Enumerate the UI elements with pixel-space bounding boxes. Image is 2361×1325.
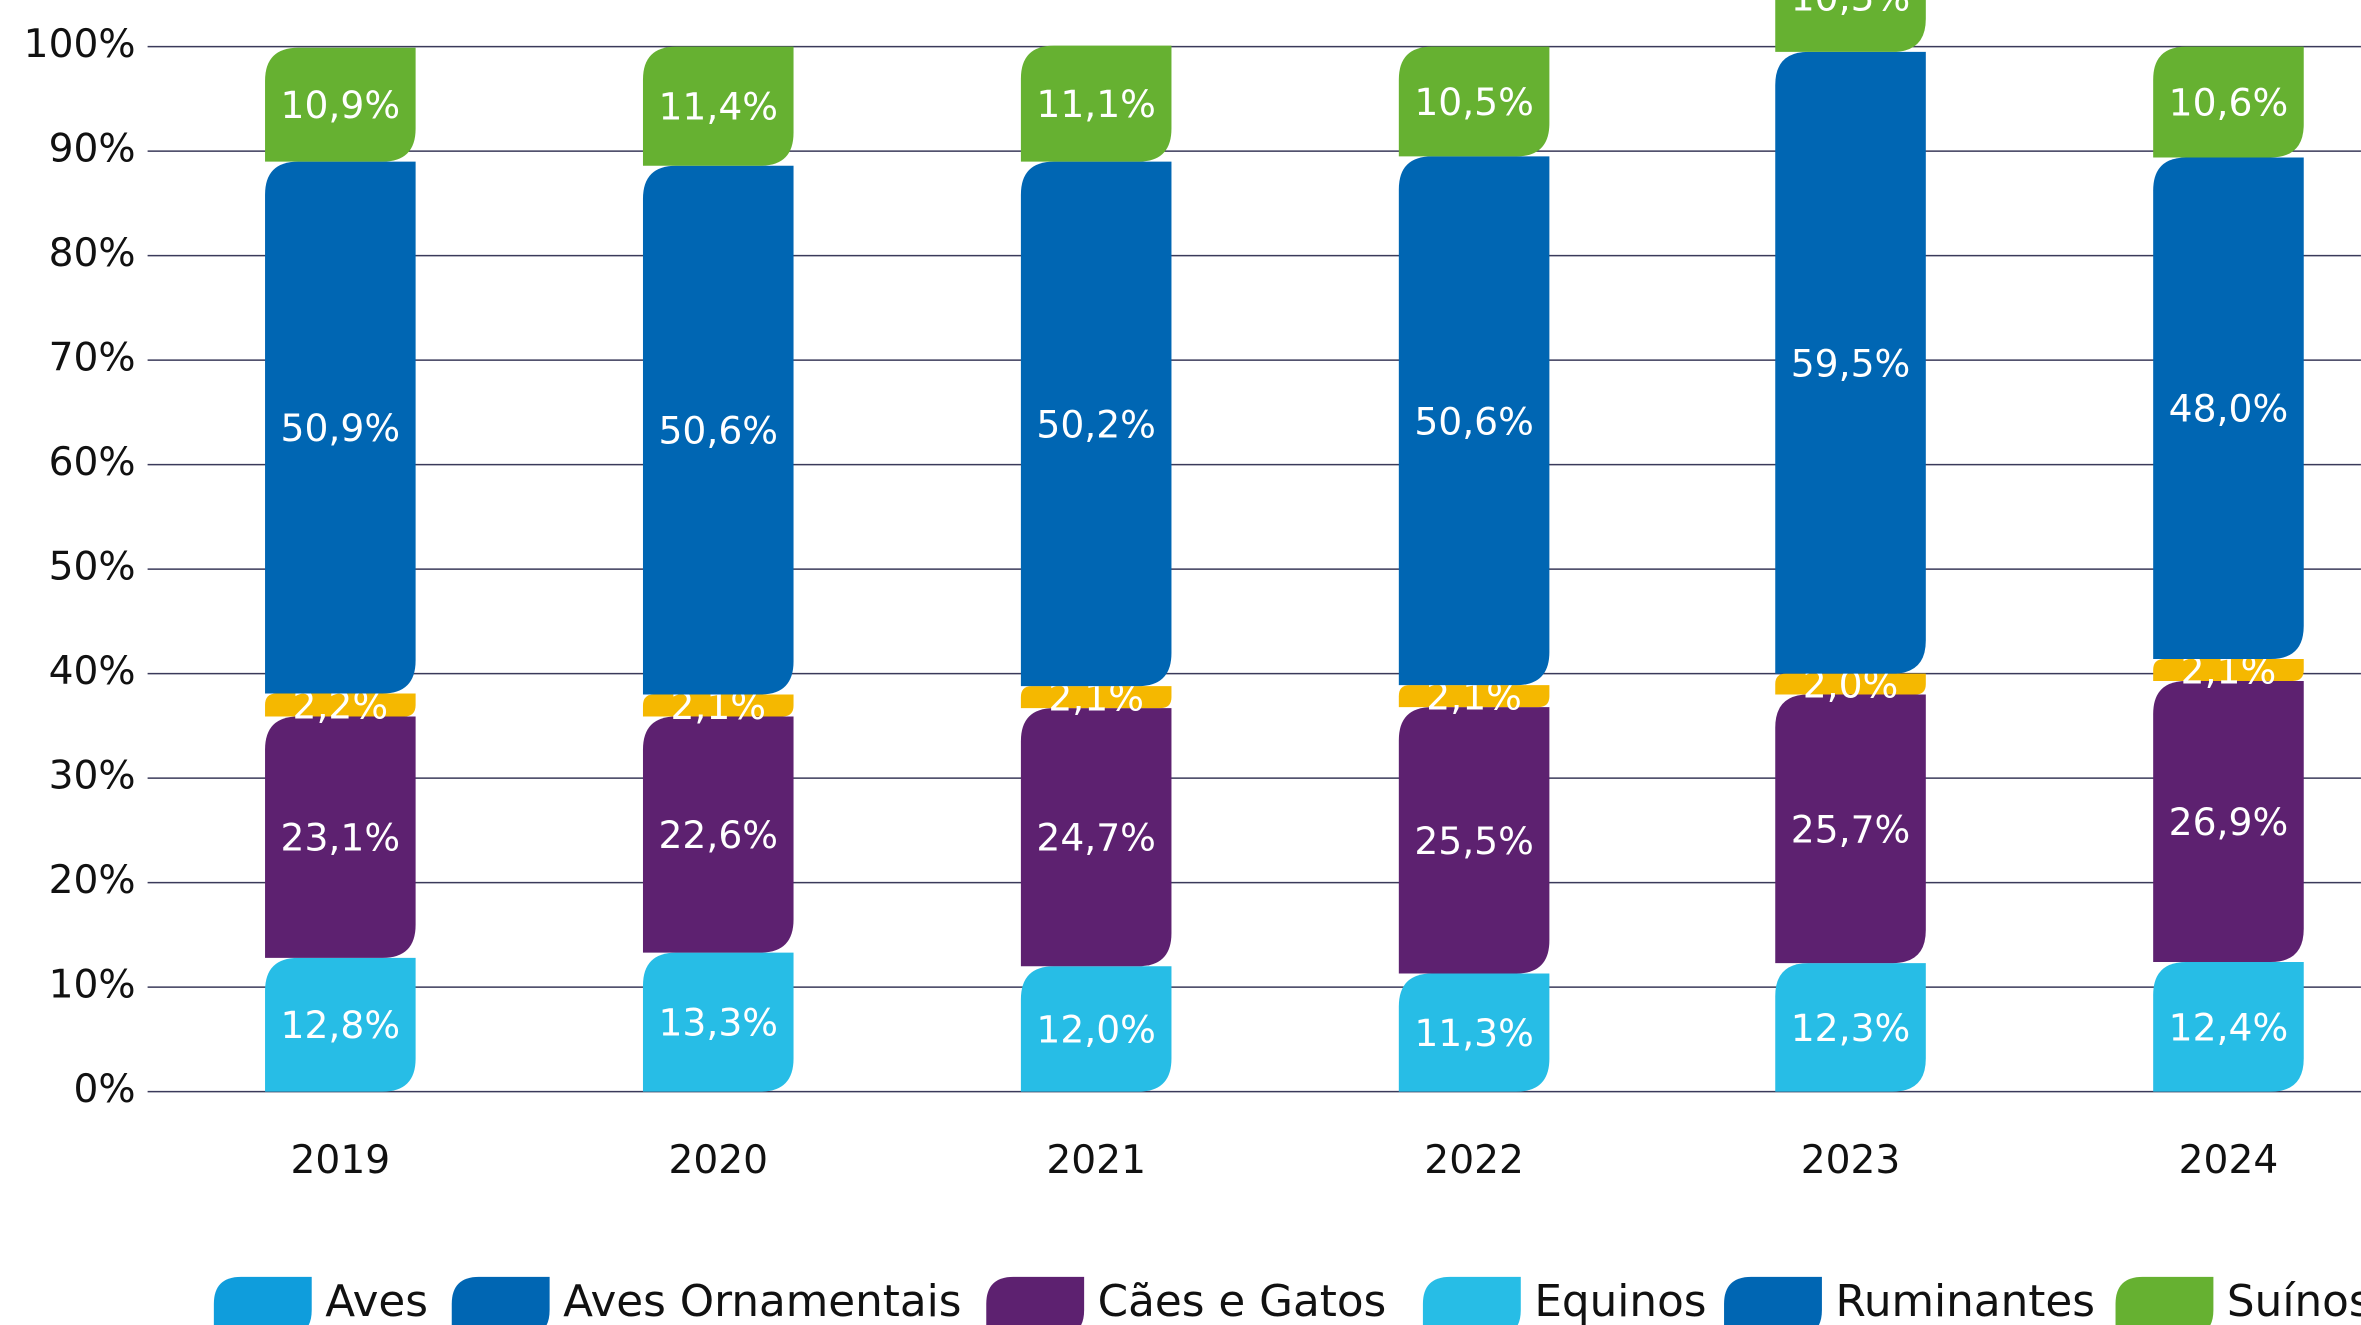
legend-swatch xyxy=(986,1276,1085,1325)
bar-segment xyxy=(1775,673,1926,695)
legend-swatch xyxy=(1422,1276,1521,1325)
y-tick-label: 20% xyxy=(49,858,136,903)
bar-segment xyxy=(642,694,794,717)
value-label: 13,3% xyxy=(658,1001,778,1045)
x-tick-label: 2020 xyxy=(668,1138,768,1183)
bar-segment xyxy=(2153,680,2304,963)
y-tick-label: 50% xyxy=(49,545,136,590)
value-label: 59,5% xyxy=(1791,341,1911,385)
value-label: 11,4% xyxy=(658,85,778,129)
bar-segment xyxy=(642,46,794,166)
value-label: 10,5% xyxy=(1791,0,1911,20)
bar-segment xyxy=(642,952,794,1092)
legend-label: Ruminantes xyxy=(1835,1276,2095,1325)
value-label: 24,7% xyxy=(1036,816,1156,860)
bar-segment xyxy=(265,957,416,1092)
y-tick-label: 90% xyxy=(49,127,136,172)
value-label: 25,5% xyxy=(1414,819,1534,863)
bar-segment xyxy=(1020,686,1172,709)
bar-segment xyxy=(642,165,794,695)
value-label: 10,5% xyxy=(1414,80,1534,124)
value-label: 48,0% xyxy=(2169,387,2289,431)
bar-segment xyxy=(1020,708,1172,967)
bar-segment xyxy=(1398,685,1550,708)
bar-segment xyxy=(642,716,794,953)
value-label: 12,4% xyxy=(2169,1005,2289,1049)
legend-label: Equinos xyxy=(1534,1276,1706,1325)
bar-segment xyxy=(1020,161,1172,687)
legend-label: Aves xyxy=(325,1276,428,1325)
value-label: 12,0% xyxy=(1036,1007,1156,1051)
bar-segment xyxy=(2153,157,2304,660)
legend-label: Suínos xyxy=(2227,1276,2361,1325)
y-tick-label: 30% xyxy=(49,754,136,799)
legend-swatch xyxy=(213,1276,312,1325)
bar-segment xyxy=(1020,966,1172,1092)
value-label: 50,6% xyxy=(658,409,778,453)
y-tick-label: 70% xyxy=(49,336,136,381)
legend-swatch xyxy=(2115,1276,2214,1325)
value-label: 50,9% xyxy=(281,406,401,450)
x-tick-label: 2024 xyxy=(2179,1138,2279,1183)
bar-segment xyxy=(1398,707,1550,974)
x-tick-label: 2019 xyxy=(291,1138,391,1183)
x-tick-label: 2021 xyxy=(1046,1138,1146,1183)
value-label: 11,3% xyxy=(1414,1011,1534,1055)
bar-segment xyxy=(1398,46,1550,157)
bar-segment xyxy=(265,693,416,717)
value-label: 12,8% xyxy=(281,1003,401,1047)
y-tick-label: 80% xyxy=(49,231,136,276)
bar-segment xyxy=(1775,963,1926,1092)
value-label: 50,2% xyxy=(1036,402,1156,446)
value-label: 10,6% xyxy=(2169,81,2289,125)
value-label: 22,6% xyxy=(658,813,778,857)
y-tick-label: 100% xyxy=(24,22,136,67)
bar-segment xyxy=(265,161,416,694)
legend-swatch xyxy=(451,1276,550,1325)
bar-segment xyxy=(265,47,416,162)
value-label: 10,9% xyxy=(281,83,401,127)
legend-label: Aves Ornamentais xyxy=(563,1276,961,1325)
x-tick-label: 2022 xyxy=(1424,1138,1524,1183)
bar-segment xyxy=(2153,46,2304,158)
bar-segment xyxy=(1775,694,1926,964)
value-label: 23,1% xyxy=(281,816,401,860)
y-tick-label: 0% xyxy=(73,1067,135,1112)
value-label: 12,3% xyxy=(1791,1006,1911,1050)
legend-label: Cães e Gatos xyxy=(1098,1276,1387,1325)
bar-segment xyxy=(2153,659,2304,681)
bar-segment xyxy=(1398,156,1550,686)
bar-segment xyxy=(265,716,416,958)
bar-segment xyxy=(1775,51,1926,674)
y-tick-label: 60% xyxy=(49,440,136,485)
value-label: 26,9% xyxy=(2169,800,2289,844)
y-tick-label: 40% xyxy=(49,649,136,694)
legend-swatch xyxy=(1724,1276,1822,1325)
bar-segment xyxy=(1398,973,1550,1092)
bar-segment xyxy=(2153,962,2304,1092)
value-label: 11,1% xyxy=(1036,82,1156,126)
bar-segment xyxy=(1775,0,1926,52)
x-tick-label: 2023 xyxy=(1801,1138,1901,1183)
y-tick-label: 10% xyxy=(49,963,136,1008)
value-label: 50,6% xyxy=(1414,399,1534,443)
bar-segment xyxy=(1020,45,1172,162)
value-label: 25,7% xyxy=(1791,807,1911,851)
